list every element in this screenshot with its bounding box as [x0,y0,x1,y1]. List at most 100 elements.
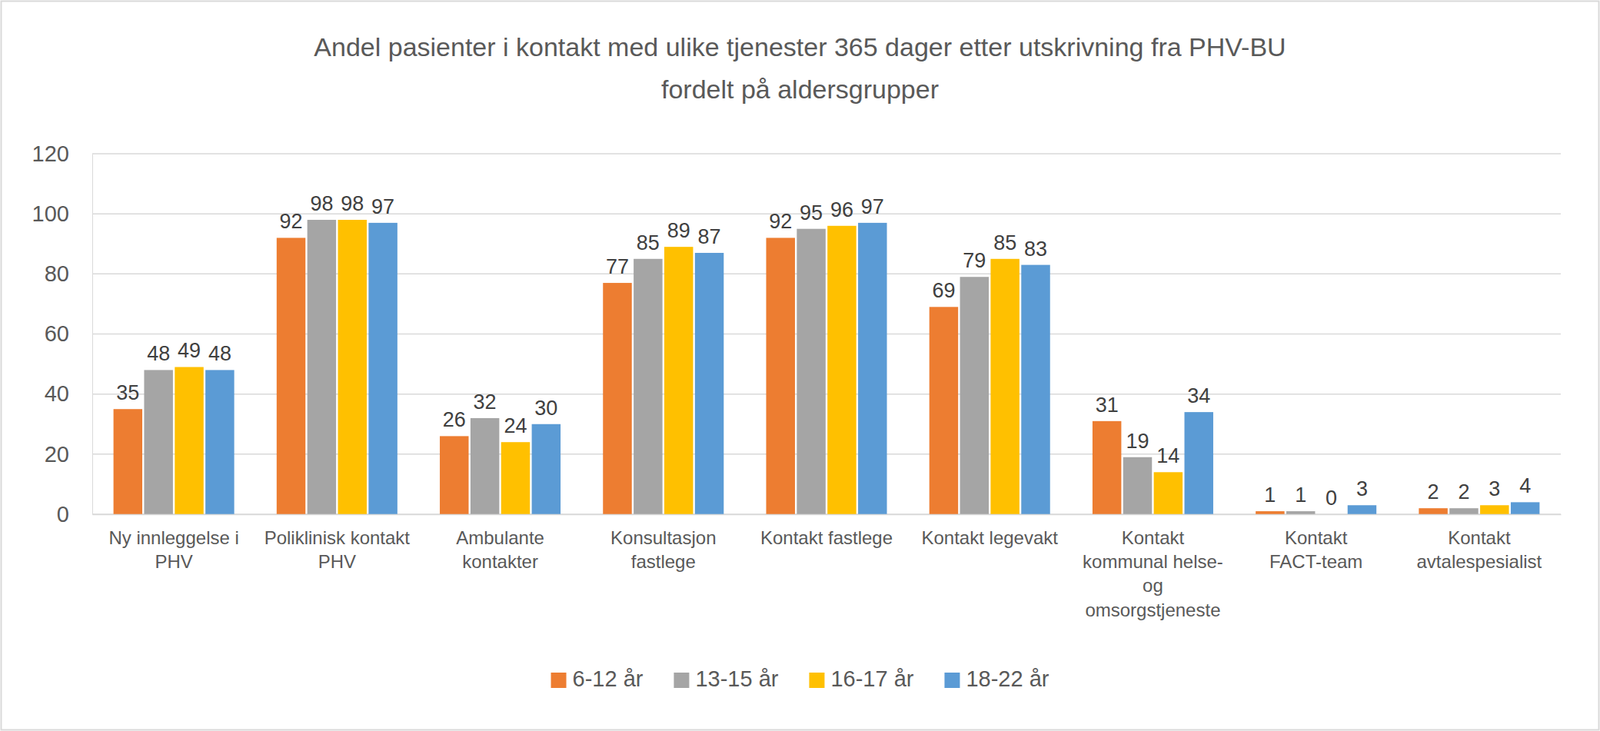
data-label: 92 [279,209,303,233]
x-tick-label: Kontakt fastlege [760,527,893,549]
legend: 6-12 år13-15 år16-17 år18-22 år [551,666,1050,692]
bar [1510,502,1540,515]
chart-border [1,1,1600,731]
data-label: 85 [636,231,660,255]
bar [368,222,397,515]
x-tick: Poliklinisk kontaktPHV [264,527,411,573]
legend-label: 13-15 år [695,666,779,692]
y-tick-label: 60 [44,321,70,346]
data-label: 26 [442,408,466,432]
bar [664,246,693,515]
data-label: 3 [1356,477,1368,501]
data-label: 87 [698,225,722,249]
x-tick-label: Konsultasjonfastlege [610,527,716,573]
bar [695,252,724,515]
data-label: 89 [667,219,691,243]
grid-line [92,153,1561,155]
x-tick-label: Kontakt legevakt [921,527,1058,549]
data-label: 97 [861,195,885,219]
x-tick-label: Kontaktkommunal helse-ogomsorgstjeneste [1082,527,1224,621]
y-tick: 40 [44,381,93,406]
legend-item: 16-17 år [808,666,914,692]
bar [1021,265,1050,515]
bar [470,418,499,515]
bar [765,237,795,515]
legend-swatch [944,672,960,689]
y-tick: 80 [44,261,93,287]
data-label: 79 [962,249,986,273]
legend-label: 16-17 år [830,666,914,692]
bar [276,237,306,515]
bar [1418,508,1447,515]
data-label: 34 [1187,384,1211,408]
data-label: 83 [1024,237,1048,261]
data-labels: 3592267792693112489832859579191249982489… [116,192,1531,510]
y-tick-label: 0 [56,502,70,527]
data-label: 98 [340,192,364,216]
data-label: 19 [1125,429,1149,453]
data-label: 1 [1264,483,1276,507]
legend-item: 18-22 år [944,666,1049,692]
x-tick: Kontaktavtalespesialist [1417,527,1543,573]
y-tick-label: 40 [44,381,70,406]
data-label: 98 [309,192,333,216]
bar [929,306,959,515]
bar [1347,505,1377,515]
legend-item: 13-15 år [673,666,779,692]
y-tick-label: 20 [44,442,70,467]
x-tick-label: KontaktFACT-team [1269,527,1363,573]
data-label: 3 [1488,477,1501,501]
y-tick: 60 [44,321,93,346]
bar [796,229,825,515]
y-tick: 100 [32,201,93,227]
bar [633,259,662,515]
data-label: 97 [371,195,395,219]
y-tick: 120 [32,141,93,167]
bar [205,369,234,515]
bar [338,219,367,515]
chart: Andel pasienter i kontakt med ulike tjen… [0,0,1600,731]
x-tick: Ambulantekontakter [455,527,545,573]
bar [174,366,203,515]
bar [532,424,561,515]
bar [1286,511,1315,515]
data-label: 48 [208,342,232,366]
data-label: 96 [830,198,854,222]
bar [960,276,989,515]
x-tick: Kontaktkommunal helse-ogomsorgstjeneste [1082,527,1224,621]
bar [1480,505,1509,515]
y-tick-label: 100 [32,201,70,227]
bar [990,259,1019,515]
data-label: 2 [1427,480,1440,504]
x-tick-label: Ny innleggelse iPHV [108,527,239,573]
title: Andel pasienter i kontakt med ulike tjen… [313,32,1286,104]
y-tick-label: 80 [44,261,70,287]
bar [1184,412,1213,515]
legend-swatch [551,672,567,689]
data-label: 35 [116,381,140,405]
data-label: 1 [1294,483,1307,507]
y-axis-line [92,154,94,516]
bar [439,435,469,515]
x-tick: KontaktFACT-team [1269,527,1363,573]
data-label: 31 [1095,393,1119,417]
bar [827,226,856,515]
data-label: 4 [1519,474,1531,498]
data-label: 69 [931,279,955,303]
bar [501,442,530,515]
data-label: 30 [534,396,558,420]
data-label: 92 [768,209,792,233]
x-tick-label: Ambulantekontakter [455,527,545,573]
x-tick-label: Kontaktavtalespesialist [1417,527,1543,573]
y-tick: 0 [56,502,93,527]
x-tick: Ny innleggelse iPHV [108,527,239,573]
bars [113,219,1541,515]
grid [92,153,1561,515]
legend-swatch [808,672,825,689]
bar [1092,421,1121,515]
bar [602,282,632,515]
bar [1123,457,1152,515]
x-tick: Konsultasjonfastlege [610,527,716,573]
legend-label: 18-22 år [965,666,1049,692]
data-label: 85 [993,231,1017,255]
